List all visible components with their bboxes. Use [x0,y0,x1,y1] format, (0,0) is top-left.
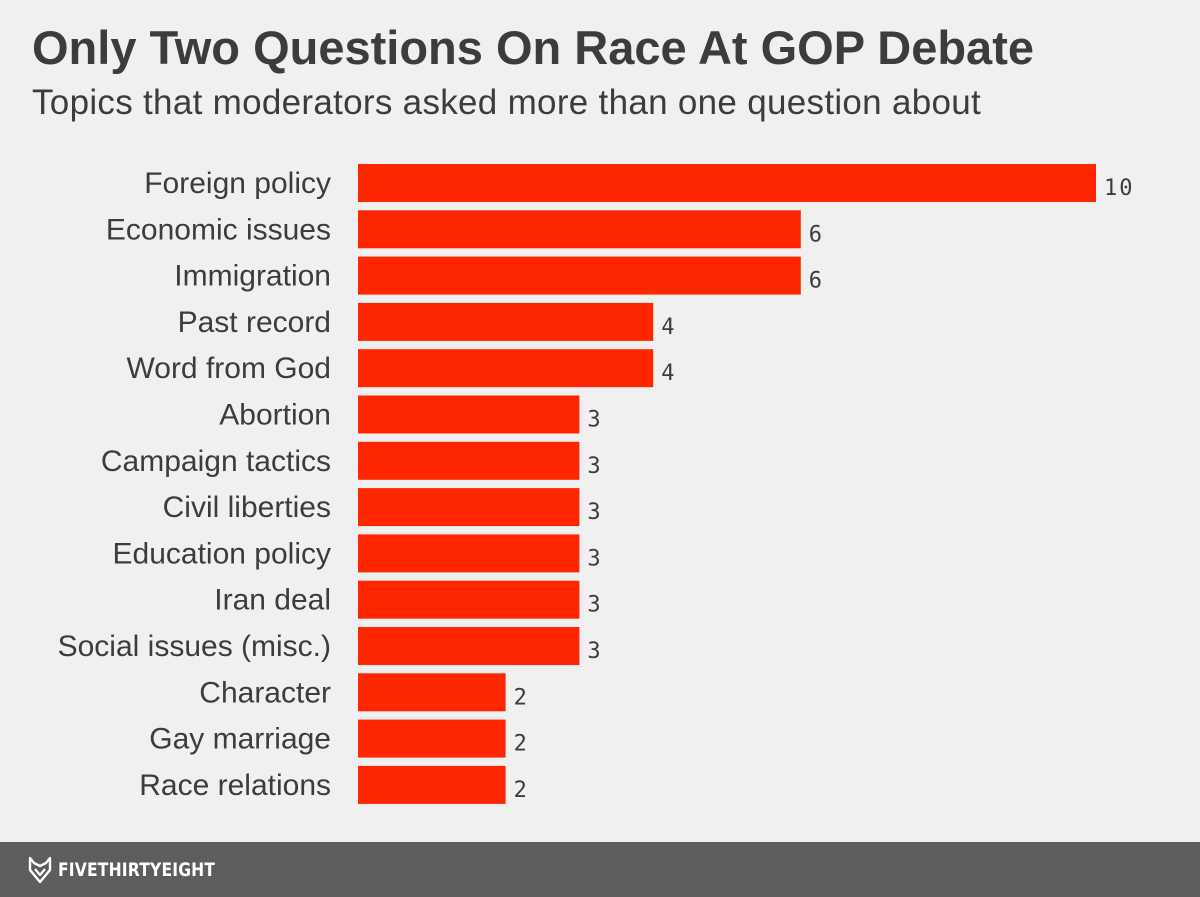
value-label: 6 [809,222,824,247]
chart-subtitle: Topics that moderators asked more than o… [32,83,982,122]
bar [358,441,580,480]
category-label: Civil liberties [163,491,331,524]
category-label: Immigration [174,260,331,293]
bar [358,256,801,295]
category-label: Education policy [113,537,331,570]
category-label: Race relations [139,769,331,802]
value-label: 4 [661,361,676,386]
chart-title: Only Two Questions On Race At GOP Debate [32,21,1034,74]
bar [358,349,654,388]
category-label: Campaign tactics [101,445,331,478]
bar [358,210,801,249]
value-label: 2 [514,685,529,710]
value-label: 4 [661,315,676,340]
value-label: 3 [587,593,602,618]
value-label: 3 [587,408,602,433]
value-label: 2 [514,732,529,757]
bar [358,534,580,573]
category-label: Economic issues [106,213,331,246]
value-label: 2 [514,778,529,803]
category-label: Gay marriage [149,723,331,756]
bar-chart: Foreign policy 10 Economic issues 6 Immigrat… [58,164,1135,804]
value-label: 6 [809,269,824,294]
bar [358,719,506,758]
value-label: 3 [587,546,602,571]
category-label: Character [199,676,331,709]
footer-bar: FIVETHIRTYEIGHT [0,842,1200,897]
bar [358,395,580,434]
category-label: Iran deal [214,584,331,617]
category-label: Word from God [126,352,331,385]
bar [358,765,506,804]
value-label: 3 [587,454,602,479]
bar [358,580,580,619]
category-label: Past record [178,306,331,339]
category-label: Abortion [219,399,331,432]
value-label: 10 [1104,176,1135,201]
bar [358,673,506,712]
value-label: 3 [587,500,602,525]
fox-logo-icon [28,856,52,884]
bar [358,627,580,665]
category-label: Foreign policy [144,167,331,200]
value-label: 3 [587,639,602,664]
bar [358,488,580,527]
bar [358,164,1096,202]
footer-brand-name: FIVETHIRTYEIGHT [58,859,216,881]
bar [358,302,654,341]
category-label: Social issues (misc.) [58,630,331,663]
